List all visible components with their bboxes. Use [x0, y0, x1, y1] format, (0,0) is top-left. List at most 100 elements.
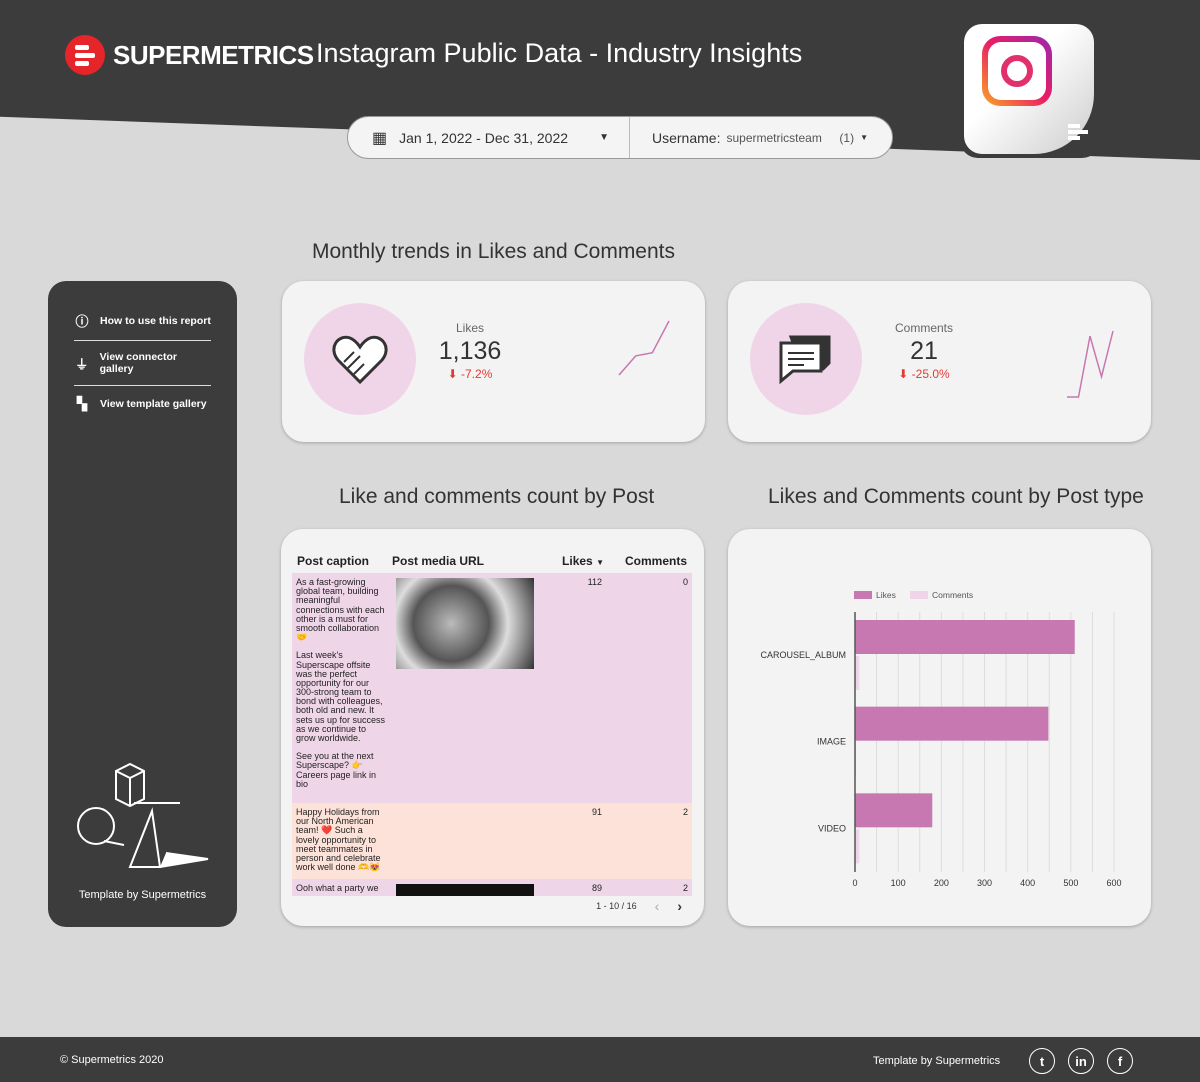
post-type-chart-card: 0 100 200 300 400 500 600 CAROUSEL_ALBUM IMAGE VI… — [728, 529, 1151, 926]
sidebar: ⓘ How to use this report ⏚ View connector … — [48, 281, 237, 927]
calendar-icon: ▦ — [372, 129, 388, 147]
post-comments: 2 — [682, 883, 688, 893]
post-image[interactable] — [396, 884, 534, 896]
post-comments: 2 — [682, 807, 688, 817]
footer-template-credit: Template by Supermetrics — [873, 1055, 1001, 1067]
sidebar-item-label: View connector gallery — [99, 351, 178, 375]
kpi-delta-value: -25.0% — [911, 367, 950, 381]
sidebar-item-label: How to use this report — [100, 314, 211, 327]
sparkline-path — [1067, 330, 1114, 398]
dropdown-arrow-icon: ▼ — [599, 132, 609, 143]
bar-comments[interactable] — [855, 656, 860, 690]
bar-likes[interactable] — [855, 793, 933, 828]
x-tick-label: 500 — [1063, 878, 1078, 888]
username-value: supermetricsteam — [726, 130, 822, 145]
column-header-caption[interactable]: Post caption — [297, 554, 370, 568]
y-category-label: VIDEO — [818, 823, 846, 833]
bar-comments[interactable] — [855, 829, 860, 864]
bar-likes[interactable] — [855, 620, 1075, 654]
x-tick-label: 100 — [891, 878, 906, 888]
section-title-by-type: Likes and Comments count by Post type — [768, 485, 1144, 508]
kpi-card-likes: Likes 1,136 ⬇ -7.2% — [282, 281, 705, 442]
kpi-value: 1,136 — [438, 337, 502, 365]
chat-icon — [750, 303, 862, 415]
y-category-label: IMAGE — [817, 737, 846, 747]
column-header-likes[interactable]: Likes ▼ — [542, 554, 612, 573]
twitter-icon[interactable]: t — [1029, 1048, 1055, 1074]
sidebar-footer: Template by Supermetrics — [78, 889, 207, 901]
legend-swatch — [910, 591, 928, 599]
sidebar-item-how-to-use[interactable]: ⓘ How to use this report — [74, 301, 211, 341]
supermetrics-logo: SUPERMETRICS — [65, 35, 314, 75]
kpi-delta: ⬇ -25.0% — [898, 367, 950, 381]
table-row[interactable]: Happy Holidays from our North American t… — [292, 803, 692, 879]
legend-label: Comments — [932, 590, 973, 600]
column-header-media-url[interactable]: Post media URL — [392, 554, 485, 568]
section-title-trends: Monthly trends in Likes and Comments — [312, 240, 675, 263]
heart-icon — [304, 303, 416, 415]
kpi-delta-value: -7.2% — [461, 367, 493, 381]
kpi-delta: ⬇ -7.2% — [447, 367, 493, 381]
likes-sparkline — [618, 320, 670, 376]
instagram-icon — [982, 36, 1052, 106]
posts-table-card: Post caption Post media URL Likes ▼ Comm… — [281, 529, 704, 926]
post-caption: Ooh what a party we — [296, 883, 379, 893]
x-tick-label: 300 — [977, 878, 992, 888]
table-row[interactable]: Ooh what a party we 89 2 — [292, 879, 692, 896]
date-range-picker[interactable]: ▦ Jan 1, 2022 - Dec 31, 2022 ▼ — [348, 117, 630, 158]
footer: © Supermetrics 2020 Template by Supermet… — [0, 1037, 1200, 1082]
filter-bar: ▦ Jan 1, 2022 - Dec 31, 2022 ▼ Username:… — [347, 116, 893, 159]
brand-name: SUPERMETRICS — [113, 39, 314, 70]
section-title-by-post: Like and comments count by Post — [339, 485, 655, 508]
prev-page-icon[interactable]: ‹ — [654, 898, 660, 914]
post-caption: Happy Holidays from our North American t… — [296, 807, 381, 873]
post-likes: 112 — [587, 577, 602, 587]
post-comments: 0 — [682, 577, 688, 587]
bar-likes[interactable] — [855, 706, 1049, 741]
kpi-value: 21 — [910, 337, 938, 365]
comments-sparkline — [1067, 330, 1114, 398]
pagination: 1 - 10 / 16 ‹ › — [596, 898, 682, 914]
plug-icon: ⏚ — [75, 356, 89, 372]
date-range-value: Jan 1, 2022 - Dec 31, 2022 — [399, 129, 569, 146]
sidebar-item-connector-gallery[interactable]: ⏚ View connector gallery — [74, 341, 211, 386]
legend-label: Likes — [876, 590, 896, 600]
x-tick-label: 400 — [1020, 878, 1035, 888]
supermetrics-logo-icon — [65, 35, 105, 75]
linkedin-icon[interactable]: in — [1068, 1048, 1094, 1074]
sidebar-item-label: View template gallery — [100, 398, 207, 410]
table-row[interactable]: As a fast-growing global team, building … — [292, 573, 692, 803]
instagram-badge — [960, 20, 1100, 158]
dropdown-arrow-icon: ▼ — [860, 133, 868, 142]
column-header-label: Likes — [562, 554, 593, 568]
pagination-label: 1 - 10 / 16 — [596, 901, 637, 911]
facebook-icon[interactable]: f — [1107, 1048, 1133, 1074]
sort-desc-icon: ▼ — [596, 558, 604, 567]
x-tick-label: 600 — [1106, 878, 1121, 888]
next-page-icon[interactable]: › — [677, 898, 682, 914]
post-caption: As a fast-growing global team, building … — [296, 577, 386, 789]
legend-swatch — [854, 591, 872, 599]
sparkline-path — [618, 320, 670, 376]
username-label: Username: — [652, 129, 721, 146]
post-likes: 89 — [591, 883, 602, 893]
info-icon: ⓘ — [75, 314, 89, 329]
username-count: (1) — [839, 130, 855, 145]
sidebar-item-template-gallery[interactable]: ▚ View template gallery — [74, 386, 211, 422]
supermetrics-small-icon — [1068, 124, 1088, 140]
post-type-bar-chart: 0 100 200 300 400 500 600 CAROUSEL_ALBUM IMAGE VI… — [760, 590, 1121, 888]
x-tick-label: 200 — [934, 878, 949, 888]
y-category-label: CAROUSEL_ALBUM — [760, 650, 846, 660]
post-likes: 91 — [591, 807, 602, 817]
username-filter[interactable]: Username: supermetricsteam (1) ▼ — [630, 130, 892, 146]
post-image[interactable] — [396, 578, 534, 669]
x-tick-label: 0 — [852, 878, 857, 888]
grid-icon: ▚ — [77, 396, 87, 411]
page-title: Instagram Public Data - Industry Insight… — [316, 38, 803, 68]
geometric-shapes-illustration — [77, 762, 209, 868]
kpi-label: Likes — [455, 321, 484, 335]
copyright: © Supermetrics 2020 — [60, 1054, 164, 1066]
kpi-card-comments: Comments 21 ⬇ -25.0% — [728, 281, 1151, 442]
column-header-comments[interactable]: Comments — [624, 554, 687, 568]
posts-table: Post caption Post media URL Likes ▼ Comm… — [292, 554, 692, 896]
